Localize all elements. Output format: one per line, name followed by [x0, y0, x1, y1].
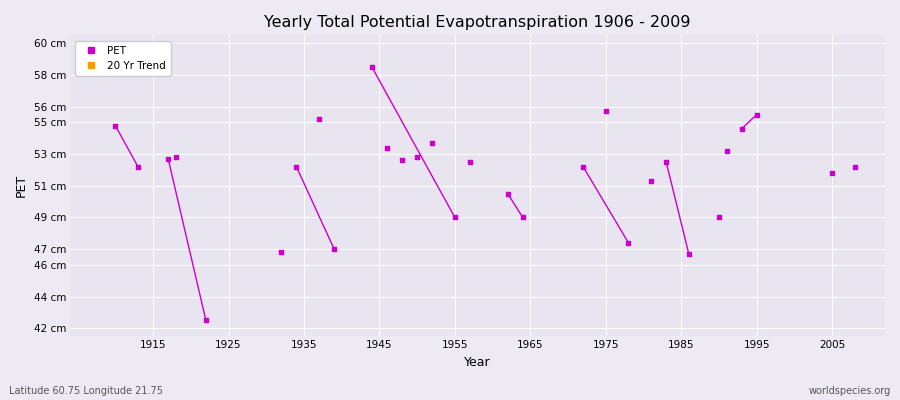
Point — [410, 154, 425, 160]
Text: Latitude 60.75 Longitude 21.75: Latitude 60.75 Longitude 21.75 — [9, 386, 163, 396]
Point — [395, 157, 410, 164]
Point — [199, 317, 213, 324]
Y-axis label: PET: PET — [15, 174, 28, 197]
Point — [719, 148, 733, 154]
Title: Yearly Total Potential Evapotranspiration 1906 - 2009: Yearly Total Potential Evapotranspiratio… — [265, 15, 691, 30]
Point — [168, 154, 183, 160]
Point — [447, 214, 462, 221]
Point — [327, 246, 341, 252]
Point — [500, 190, 515, 197]
Point — [289, 164, 303, 170]
Point — [681, 251, 696, 257]
Point — [425, 140, 439, 146]
Point — [750, 111, 764, 118]
Point — [712, 214, 726, 221]
Point — [659, 159, 673, 165]
Point — [598, 108, 613, 114]
Point — [825, 170, 840, 176]
Point — [380, 144, 394, 151]
Point — [848, 164, 862, 170]
Point — [621, 240, 635, 246]
Point — [130, 164, 145, 170]
Point — [516, 214, 530, 221]
Legend: PET, 20 Yr Trend: PET, 20 Yr Trend — [76, 40, 170, 76]
Text: worldspecies.org: worldspecies.org — [809, 386, 891, 396]
Point — [161, 156, 176, 162]
Point — [576, 164, 590, 170]
Point — [644, 178, 658, 184]
Point — [108, 122, 122, 129]
Point — [274, 249, 289, 256]
Point — [364, 64, 379, 70]
Point — [734, 126, 749, 132]
Point — [463, 159, 477, 165]
Point — [312, 116, 327, 122]
X-axis label: Year: Year — [464, 356, 491, 369]
